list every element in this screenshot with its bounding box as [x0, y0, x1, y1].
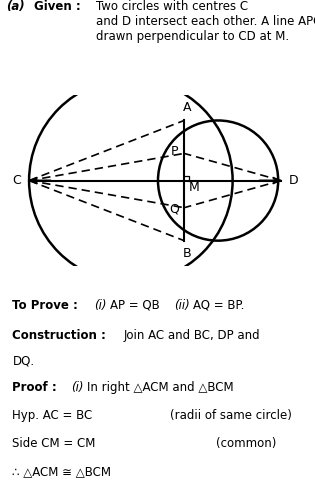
Text: (a): (a): [6, 0, 25, 13]
Text: M: M: [188, 181, 199, 194]
Text: Side CM = CM: Side CM = CM: [13, 437, 96, 450]
Text: C: C: [12, 174, 21, 187]
Text: AP = QB: AP = QB: [110, 299, 159, 312]
Text: DQ.: DQ.: [13, 354, 35, 367]
Text: Two circles with centres C
and D intersect each other. A line APQB is
drawn perp: Two circles with centres C and D interse…: [95, 0, 315, 43]
Text: AQ = BP.: AQ = BP.: [193, 299, 244, 312]
Text: In right △ACM and △BCM: In right △ACM and △BCM: [87, 381, 233, 394]
Text: Proof :: Proof :: [13, 381, 57, 394]
Text: A: A: [183, 101, 191, 114]
Text: Hyp. AC = BC: Hyp. AC = BC: [13, 409, 93, 422]
Text: D: D: [289, 174, 299, 187]
Text: (i): (i): [71, 381, 83, 394]
Text: Construction :: Construction :: [13, 329, 106, 342]
Text: Given :: Given :: [33, 0, 80, 13]
Text: Join AC and BC, DP and: Join AC and BC, DP and: [123, 329, 260, 342]
Text: (radii of same circle): (radii of same circle): [170, 409, 292, 422]
Text: (ii): (ii): [175, 299, 190, 312]
Text: B: B: [183, 247, 192, 261]
Text: P: P: [171, 145, 178, 158]
Text: To Prove :: To Prove :: [13, 299, 78, 312]
Text: Q: Q: [169, 202, 180, 215]
Text: (i): (i): [94, 299, 107, 312]
Text: (common): (common): [216, 437, 277, 450]
Text: ∴ △ACM ≅ △BCM: ∴ △ACM ≅ △BCM: [13, 466, 112, 479]
